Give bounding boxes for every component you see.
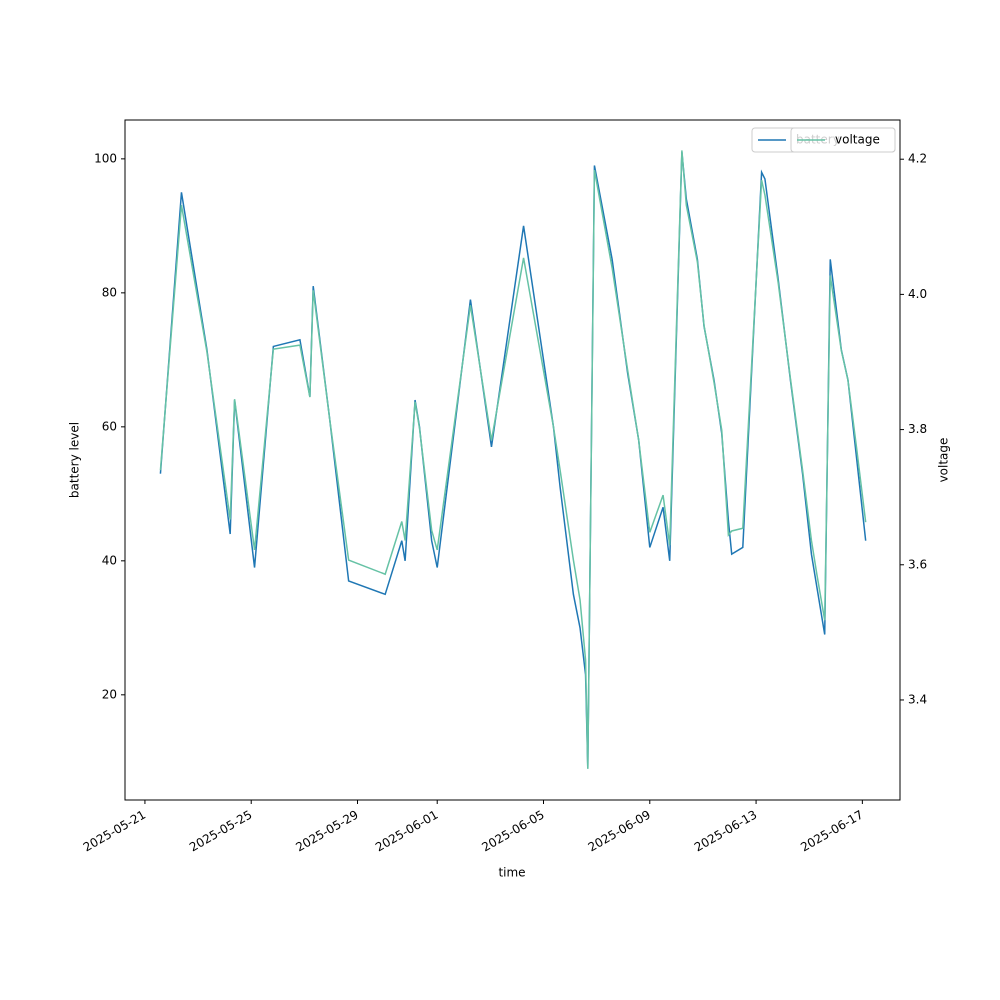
legend-label: voltage: [835, 133, 880, 147]
y-tick-label: 20: [102, 687, 117, 701]
y2-tick-label: 3.4: [908, 692, 927, 706]
x-tick-label: 2025-06-09: [586, 808, 653, 855]
series-line: [159, 152, 867, 769]
x-tick-label: 2025-05-25: [187, 808, 254, 855]
y2-tick-label: 4.2: [908, 152, 927, 166]
x-tick-label: 2025-05-29: [293, 808, 360, 855]
x-tick-label: 2025-06-05: [479, 808, 546, 855]
y-axis-label: battery level: [68, 422, 82, 498]
x-tick-label: 2025-06-01: [373, 808, 440, 855]
y-tick-label: 80: [102, 285, 117, 299]
y-tick-label: 60: [102, 419, 117, 433]
legend-box: [790, 127, 896, 153]
y-tick-label: 100: [94, 151, 117, 165]
series-line: [159, 150, 867, 769]
plot-frame: [124, 119, 901, 801]
x-axis-label: time: [498, 866, 525, 880]
y2-tick-label: 4.0: [908, 287, 927, 301]
y2-axis-label: voltage: [937, 438, 951, 483]
x-tick-label: 2025-06-13: [692, 808, 759, 855]
y2-tick-label: 3.6: [908, 557, 927, 571]
y-tick-label: 40: [102, 553, 117, 567]
y2-tick-label: 3.8: [908, 422, 927, 436]
x-tick-label: 2025-06-17: [798, 808, 865, 855]
x-tick-label: 2025-05-21: [81, 808, 148, 855]
